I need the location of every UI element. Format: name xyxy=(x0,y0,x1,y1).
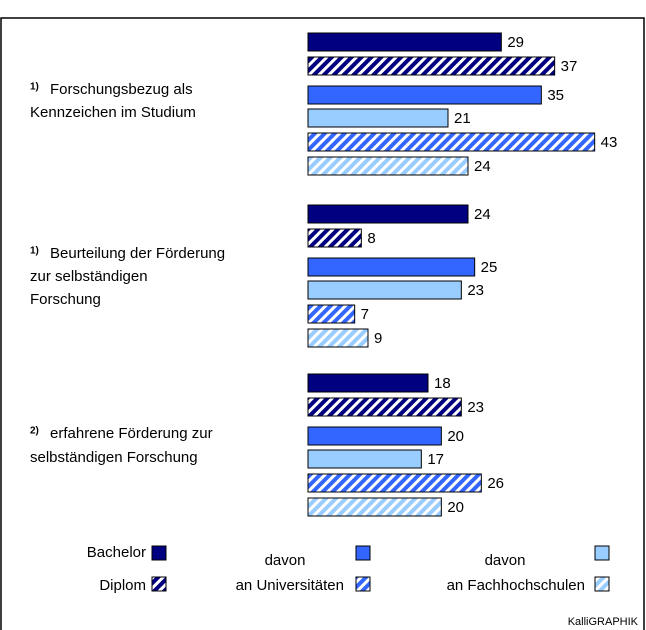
value-label: 37 xyxy=(561,58,578,75)
bar xyxy=(307,108,449,128)
bar xyxy=(307,373,429,393)
bar xyxy=(307,328,369,348)
value-label: 21 xyxy=(454,110,471,127)
legend-label: Diplom xyxy=(99,577,146,594)
bar xyxy=(307,280,462,300)
source: KalliGRAPHIK xyxy=(568,616,639,628)
bar xyxy=(307,56,556,76)
value-label: 26 xyxy=(487,475,504,492)
bar xyxy=(307,85,542,105)
bar xyxy=(307,397,462,417)
legend-label: davon xyxy=(485,552,526,569)
bar xyxy=(307,32,502,52)
legend-swatch xyxy=(594,545,610,561)
bar xyxy=(307,156,469,176)
value-label: 7 xyxy=(361,306,369,323)
legend-swatch xyxy=(355,576,371,592)
value-label: 18 xyxy=(434,375,451,392)
category-note: 1) xyxy=(30,246,39,257)
bar xyxy=(307,426,442,446)
value-label: 23 xyxy=(467,399,484,416)
legend-label: Bachelor xyxy=(87,544,146,561)
value-label: 9 xyxy=(374,330,382,347)
value-label: 20 xyxy=(447,499,464,516)
legend-swatch xyxy=(594,576,610,592)
category-note: 1) xyxy=(30,82,39,93)
value-label: 29 xyxy=(507,34,524,51)
bar xyxy=(307,132,596,152)
value-label: 23 xyxy=(467,282,484,299)
value-label: 43 xyxy=(601,134,618,151)
value-label: 17 xyxy=(427,451,444,468)
bar xyxy=(307,257,476,277)
legend-label: davon xyxy=(265,552,306,569)
category-label: Forschung xyxy=(30,291,101,308)
category-label: Beurteilung der Förderung xyxy=(50,245,225,262)
value-label: 24 xyxy=(474,206,491,223)
legend-label: an Fachhochschulen xyxy=(447,577,585,594)
value-label: 25 xyxy=(481,259,498,276)
category-label: Kennzeichen im Studium xyxy=(30,104,196,121)
value-label: 24 xyxy=(474,158,491,175)
value-label: 8 xyxy=(367,230,375,247)
legend-swatch xyxy=(151,576,167,592)
category-note: 2) xyxy=(30,426,39,437)
value-label: 20 xyxy=(447,428,464,445)
category-label: Forschungsbezug als xyxy=(50,81,193,98)
bar xyxy=(307,497,442,517)
bar xyxy=(307,228,362,248)
value-label: 35 xyxy=(547,87,564,104)
category-label: selbständigen Forschung xyxy=(30,449,198,466)
bar xyxy=(307,304,356,324)
bar xyxy=(307,204,469,224)
bar xyxy=(307,473,482,493)
legend-swatch xyxy=(151,545,167,561)
legend-swatch xyxy=(355,545,371,561)
category-label: erfahrene Förderung zur xyxy=(50,425,213,442)
category-label: zur selbständigen xyxy=(30,268,148,285)
legend-label: an Universitäten xyxy=(236,577,344,594)
bar xyxy=(307,449,422,469)
frame xyxy=(0,17,645,630)
